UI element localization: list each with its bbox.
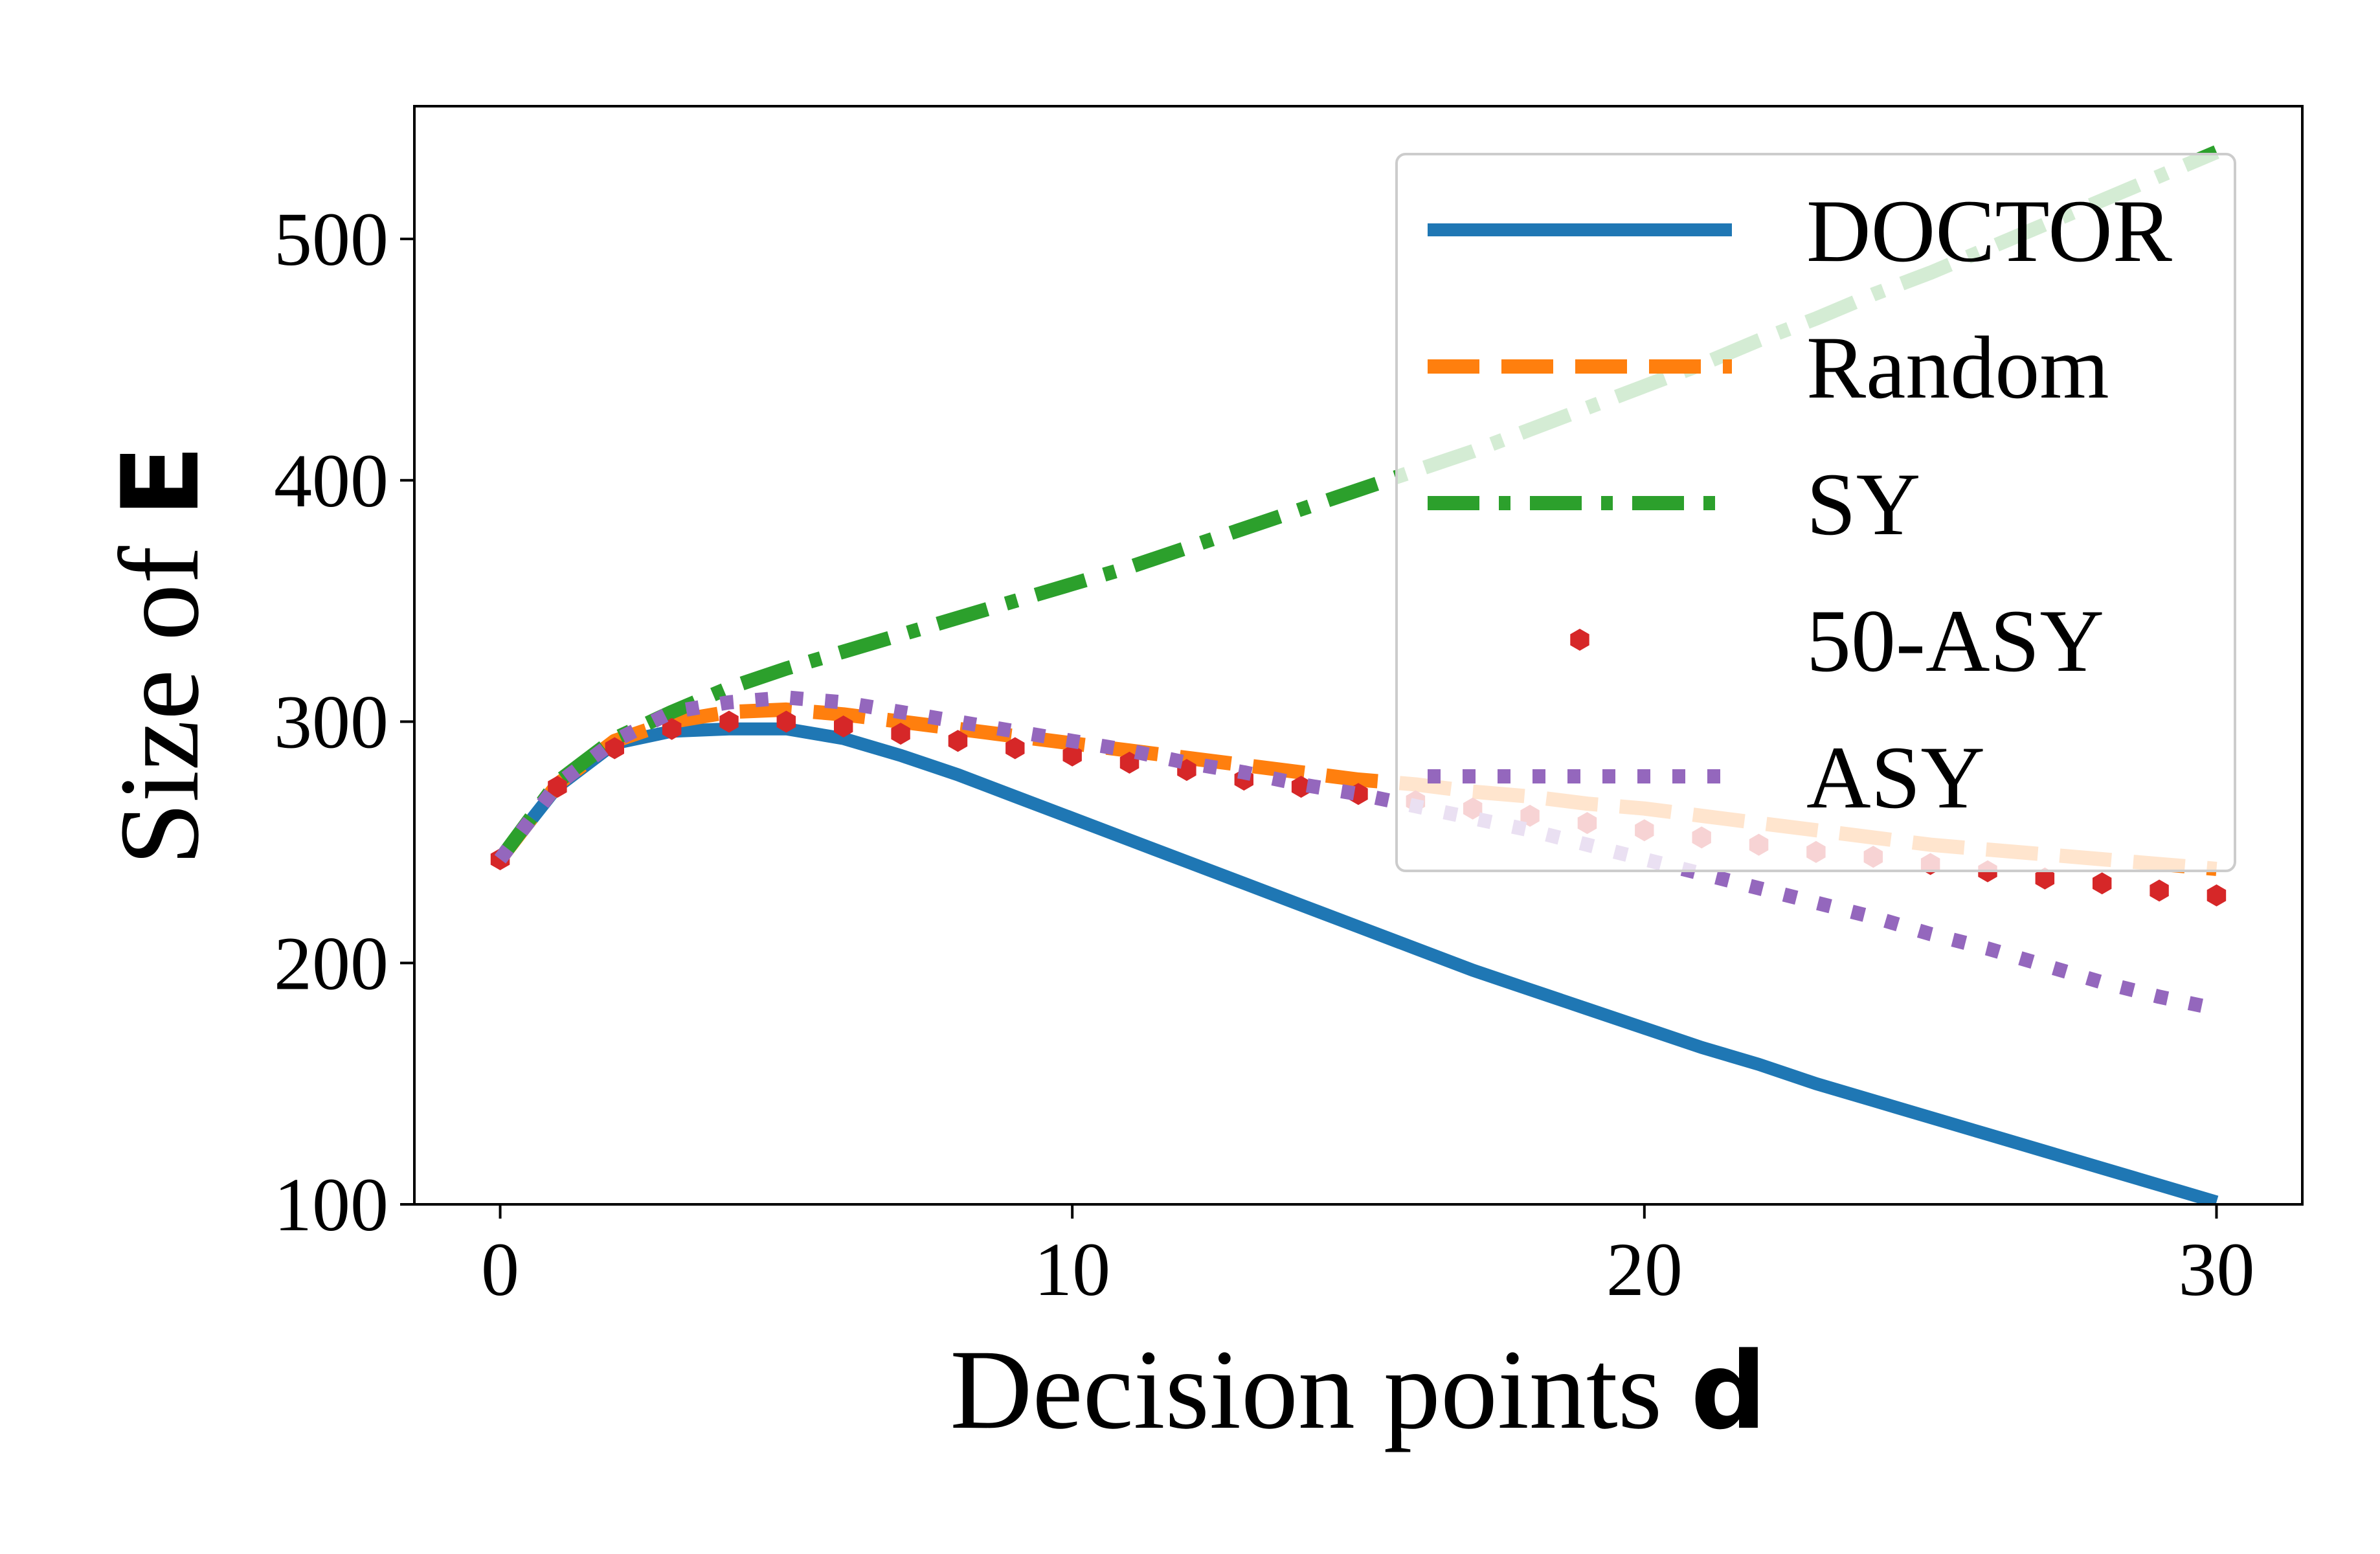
point-50-asy-10 [1062,744,1082,767]
plot-frame [413,105,2304,1206]
legend-label-50-asy: 50-ASY [1806,591,2104,690]
legend-frame [1395,153,2236,872]
y-tick-label-400: 400 [274,438,388,523]
point-50-asy-11 [1119,751,1139,774]
x-tick-label-10: 10 [1034,1227,1110,1312]
legend-label-sy: SY [1806,455,1920,554]
legend-item-doctor: DOCTOR [1428,181,2172,280]
x-tick-label-0: 0 [481,1227,519,1312]
point-50-asy-30 [2206,884,2227,906]
point-50-asy-5 [776,710,796,733]
point-50-asy-2 [605,737,624,760]
legend-item-random: Random [1428,318,2109,417]
point-50-asy-6 [834,715,853,738]
x-tick-label-30: 30 [2178,1227,2254,1312]
legend-label-asy: ASY [1806,728,1985,827]
x-tick-label-20: 20 [1606,1227,1683,1312]
y-axis-label: Size of [96,546,223,866]
point-50-asy-28 [2093,872,2112,895]
point-50-asy-8 [948,730,968,752]
y-tick-label-500: 500 [274,197,388,282]
series-asy [494,690,2218,1016]
point-50-asy-27 [2035,867,2055,890]
ticks-layer: 0 10 20 30 100 200 300 400 500 [274,197,2254,1312]
y-tick-label-200: 200 [274,921,388,1006]
y-tick-label-300: 300 [274,680,388,765]
y-tick-label-100: 100 [274,1162,388,1247]
legend: DOCTOR Random SY 50-ASY ASY [1395,153,2236,872]
legend-swatch-50-asy [1570,629,1589,651]
x-axis-symbol: d [1690,1329,1766,1453]
point-50-asy-29 [2150,879,2169,902]
legend-item-50-asy: 50-ASY [1570,591,2104,690]
line-asy [494,690,2218,1016]
y-axis-symbol: E [99,445,223,517]
point-50-asy-7 [891,723,910,745]
point-50-asy-9 [1005,737,1025,760]
legend-label-doctor: DOCTOR [1806,181,2172,280]
point-50-asy-12 [1177,759,1196,782]
point-50-asy-3 [662,717,682,740]
legend-item-asy: ASY [1428,728,1985,827]
x-axis-label: Decision points [950,1327,1662,1453]
x-axis-title: Decision points d [950,1327,1766,1453]
point-50-asy-1 [548,776,567,798]
legend-label-random: Random [1806,318,2109,417]
y-axis-title: Size of E [96,445,223,866]
point-50-asy-4 [719,710,739,733]
legend-item-sy: SY [1428,455,1920,554]
